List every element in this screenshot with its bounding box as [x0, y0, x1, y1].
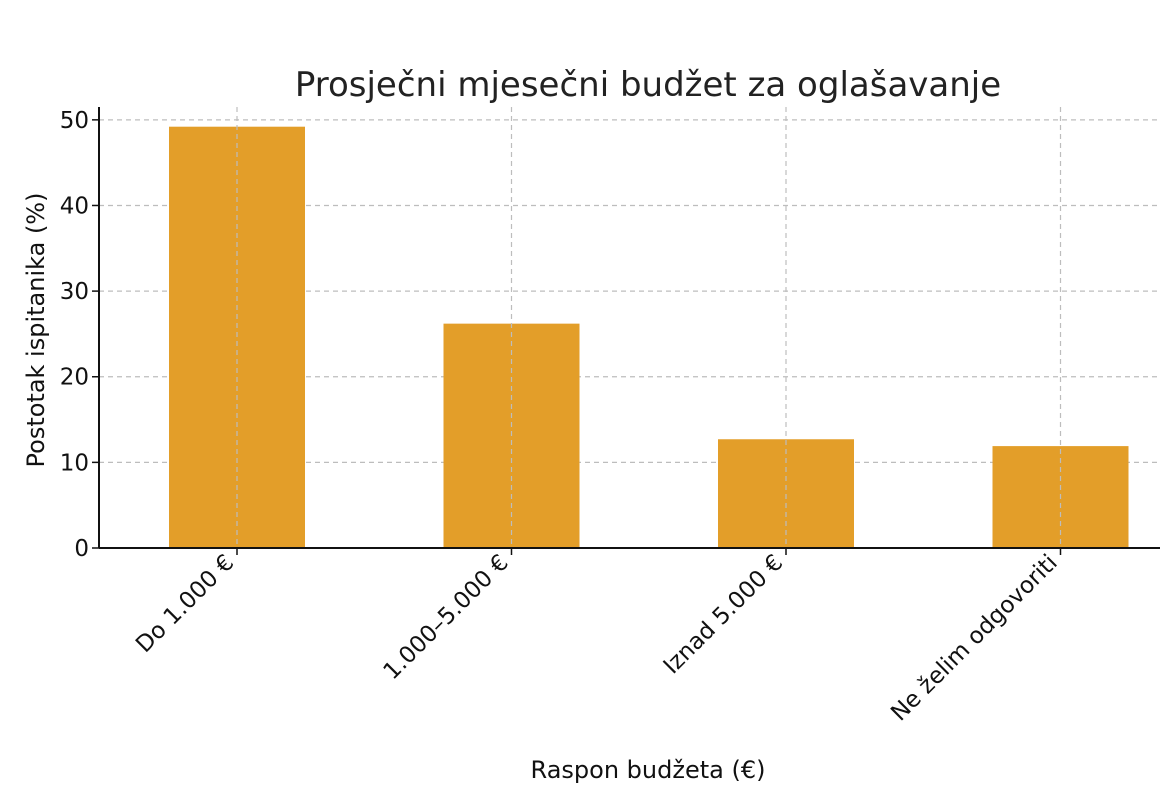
y-tick-label: 10	[60, 450, 89, 476]
x-tick-label: 1.000–5.000 €	[379, 550, 514, 685]
grid-layer	[99, 119, 1160, 463]
axes-layer	[92, 107, 1160, 555]
x-tick-label: Ne želim odgovoriti	[886, 550, 1063, 727]
bar	[718, 439, 854, 548]
bars-layer	[169, 107, 1129, 549]
x-axis-label: Raspon budžeta (€)	[531, 756, 766, 784]
y-tick-label: 50	[60, 108, 89, 134]
chart-title: Prosječni mjesečni budžet za oglašavanje	[295, 65, 1001, 105]
y-axis-label: Postotak ispitanika (%)	[22, 193, 50, 468]
y-tick-label: 0	[74, 536, 89, 562]
y-tick-label: 30	[60, 279, 89, 305]
y-tick-label: 40	[60, 193, 89, 219]
x-tick-label: Do 1.000 €	[131, 550, 239, 658]
x-tick-label: Iznad 5.000 €	[659, 550, 789, 680]
y-tick-label: 20	[60, 365, 89, 391]
